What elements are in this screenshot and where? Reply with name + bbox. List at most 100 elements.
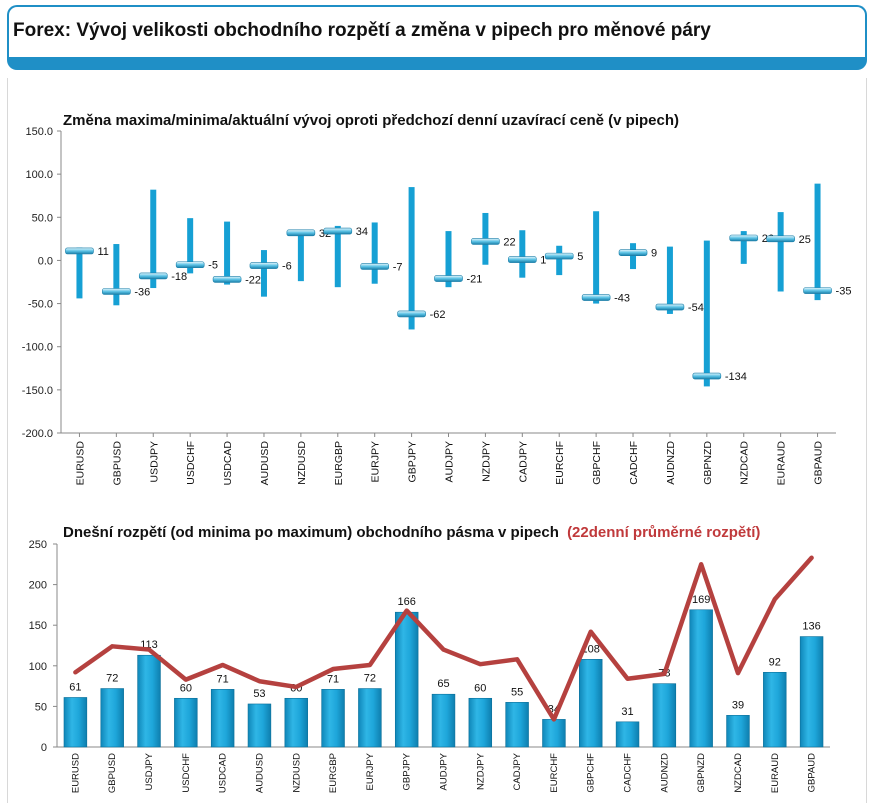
- chart2-data-label: 61: [69, 681, 81, 693]
- chart1-x-tick-label: AUDJPY: [444, 441, 456, 482]
- chart2-data-label: 60: [180, 682, 192, 694]
- chart2-y-tick-label: 0: [41, 742, 47, 754]
- chart1-data-label: -6: [282, 261, 292, 273]
- chart1-data-label: -5: [208, 260, 218, 272]
- chart1-current-marker: [434, 275, 463, 282]
- chart1-x-tick-label: AUDNZD: [665, 441, 677, 485]
- chart1-data-label: -62: [430, 309, 446, 321]
- chart1-range-bar: [556, 245, 563, 276]
- chart2-data-label: 39: [732, 699, 744, 711]
- chart1-range-bar: [113, 244, 120, 306]
- chart1-data-label: 5: [577, 251, 583, 263]
- header-frame: [7, 5, 867, 57]
- chart1-data-label: -134: [725, 371, 747, 383]
- chart2-y-tick-label: 50: [35, 701, 47, 713]
- chart2-bar: [358, 688, 382, 748]
- chart2-x-tick-label: AUDNZD: [659, 753, 670, 793]
- chart2-y-tick-label: 100: [29, 661, 47, 673]
- chart2-data-label: 72: [364, 673, 376, 685]
- chart1-x-tick-label: USDCAD: [222, 441, 234, 486]
- chart1-x-tick-label: EURJPY: [370, 441, 382, 482]
- chart1-x-tick-label: GBPJPY: [407, 441, 419, 482]
- chart1-data-label: -18: [171, 271, 187, 283]
- chart2-bar: [394, 611, 419, 748]
- chart1-x-tick-label: GBPAUD: [813, 441, 825, 485]
- chart2-bar: [799, 636, 824, 748]
- chart1-data-label: 1: [540, 255, 546, 267]
- chart2-title: Dnešní rozpětí (od minima po maximum) ob…: [63, 524, 760, 541]
- chart1-current-marker: [175, 261, 205, 269]
- page-title: Forex: Vývoj velikosti obchodního rozpět…: [13, 20, 711, 41]
- chart2-bar: [247, 703, 272, 748]
- chart2-x-tick-label: USDCAD: [218, 753, 229, 793]
- chart1-x-tick-label: EURAUD: [776, 441, 788, 486]
- chart1-current-marker: [102, 288, 131, 295]
- chart2-bar: [431, 693, 456, 748]
- chart1-current-marker: [212, 276, 242, 283]
- chart1-data-label: -36: [134, 286, 150, 298]
- pip-change-chart: Změna maxima/minima/aktuální vývoj oprot…: [22, 112, 852, 486]
- chart2-bar: [615, 721, 640, 748]
- panel-border-right: [866, 78, 867, 803]
- chart1-title: Změna maxima/minima/aktuální vývoj oprot…: [63, 112, 679, 129]
- chart1-data-label: 25: [799, 234, 811, 246]
- chart1-data-label: -35: [836, 286, 852, 298]
- chart2-x-tick-label: AUDUSD: [254, 753, 265, 793]
- chart2-bar: [579, 659, 603, 748]
- chart1-y-tick-label: -150.0: [22, 385, 53, 397]
- chart2-x-tick-label: EURJPY: [365, 752, 376, 790]
- chart1-x-tick-label: GBPCHF: [591, 441, 603, 485]
- chart2-x-tick-label: USDCHF: [181, 753, 192, 793]
- chart1-y-tick-label: 100.0: [25, 169, 53, 181]
- chart2-x-tick-label: NZDCAD: [733, 753, 744, 793]
- chart1-data-label: -54: [688, 302, 704, 314]
- chart1-data-label: -21: [467, 274, 483, 286]
- chart2-x-tick-label: GBPCHF: [586, 753, 597, 793]
- chart2-bar: [100, 688, 124, 748]
- chart2-bar: [542, 719, 566, 748]
- chart2-y-tick-label: 250: [29, 539, 47, 551]
- chart1-x-tick-label: GBPUSD: [111, 441, 123, 486]
- chart1-x-tick-label: NZDJPY: [480, 441, 492, 482]
- chart1-range-bar: [666, 246, 673, 314]
- chart1-x-tick-label: EURCHF: [554, 441, 566, 485]
- chart1-data-label: 34: [356, 226, 368, 238]
- chart1-current-marker: [803, 287, 832, 294]
- chart1-range-bar: [297, 230, 304, 282]
- chart2-data-label: 72: [106, 673, 118, 685]
- chart1-data-label: 22: [503, 236, 515, 248]
- chart1-current-marker: [618, 249, 648, 256]
- chart1-range-bar: [630, 243, 637, 270]
- chart1-y-tick-label: -100.0: [22, 342, 53, 354]
- chart1-current-marker: [692, 372, 722, 380]
- chart1-current-marker: [508, 256, 537, 263]
- chart1-x-tick-label: USDCHF: [185, 441, 197, 485]
- chart2-data-label: 166: [398, 596, 416, 608]
- chart2-x-tick-label: GBPAUD: [807, 753, 818, 793]
- chart2-bar: [726, 715, 750, 748]
- chart1-x-tick-label: EURGBP: [333, 441, 345, 485]
- chart2-x-tick-label: GBPNZD: [696, 753, 707, 793]
- chart2-data-label: 92: [769, 656, 781, 668]
- chart1-x-tick-label: NZDUSD: [296, 441, 308, 485]
- chart1-y-tick-label: 0.0: [38, 255, 53, 267]
- chart2-bar: [652, 683, 677, 748]
- chart2-title-avg: (22denní průměrné rozpětí): [567, 524, 760, 541]
- panel-border-left: [7, 78, 8, 803]
- chart1-current-marker: [581, 294, 611, 301]
- chart2-x-tick-label: CADCHF: [623, 753, 634, 793]
- chart2-data-label: 169: [692, 594, 710, 606]
- chart1-x-tick-label: EURUSD: [74, 441, 86, 486]
- header-accent-bar: [7, 57, 867, 70]
- chart2-data-label: 71: [217, 673, 229, 685]
- chart2-data-label: 136: [802, 621, 820, 633]
- chart1-data-label: -7: [393, 261, 403, 273]
- chart1-current-marker: [65, 247, 94, 255]
- chart1-x-tick-label: GBPNZD: [702, 441, 714, 485]
- chart2-x-tick-label: AUDJPY: [439, 752, 450, 790]
- chart2-x-tick-label: GBPUSD: [107, 753, 118, 793]
- chart2-bar: [210, 689, 235, 748]
- chart2-x-tick-label: EURAUD: [770, 753, 781, 793]
- chart1-y-tick-label: 50.0: [32, 212, 53, 224]
